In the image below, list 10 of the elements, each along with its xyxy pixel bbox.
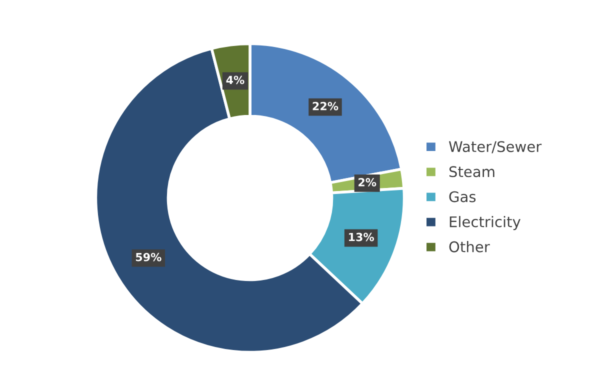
data-label: 4% <box>226 76 244 84</box>
data-label: 13% <box>349 232 374 242</box>
data-label: 59% <box>136 252 162 262</box>
data-label: 22% <box>312 102 338 110</box>
legend-label: Electricity <box>450 216 520 230</box>
legend-label: Steam <box>449 166 494 178</box>
data-label: 2% <box>358 178 376 186</box>
legend-label: Gas <box>449 191 476 202</box>
legend-label: Other <box>449 241 490 252</box>
legend-label: Water/Sewer <box>448 141 542 154</box>
